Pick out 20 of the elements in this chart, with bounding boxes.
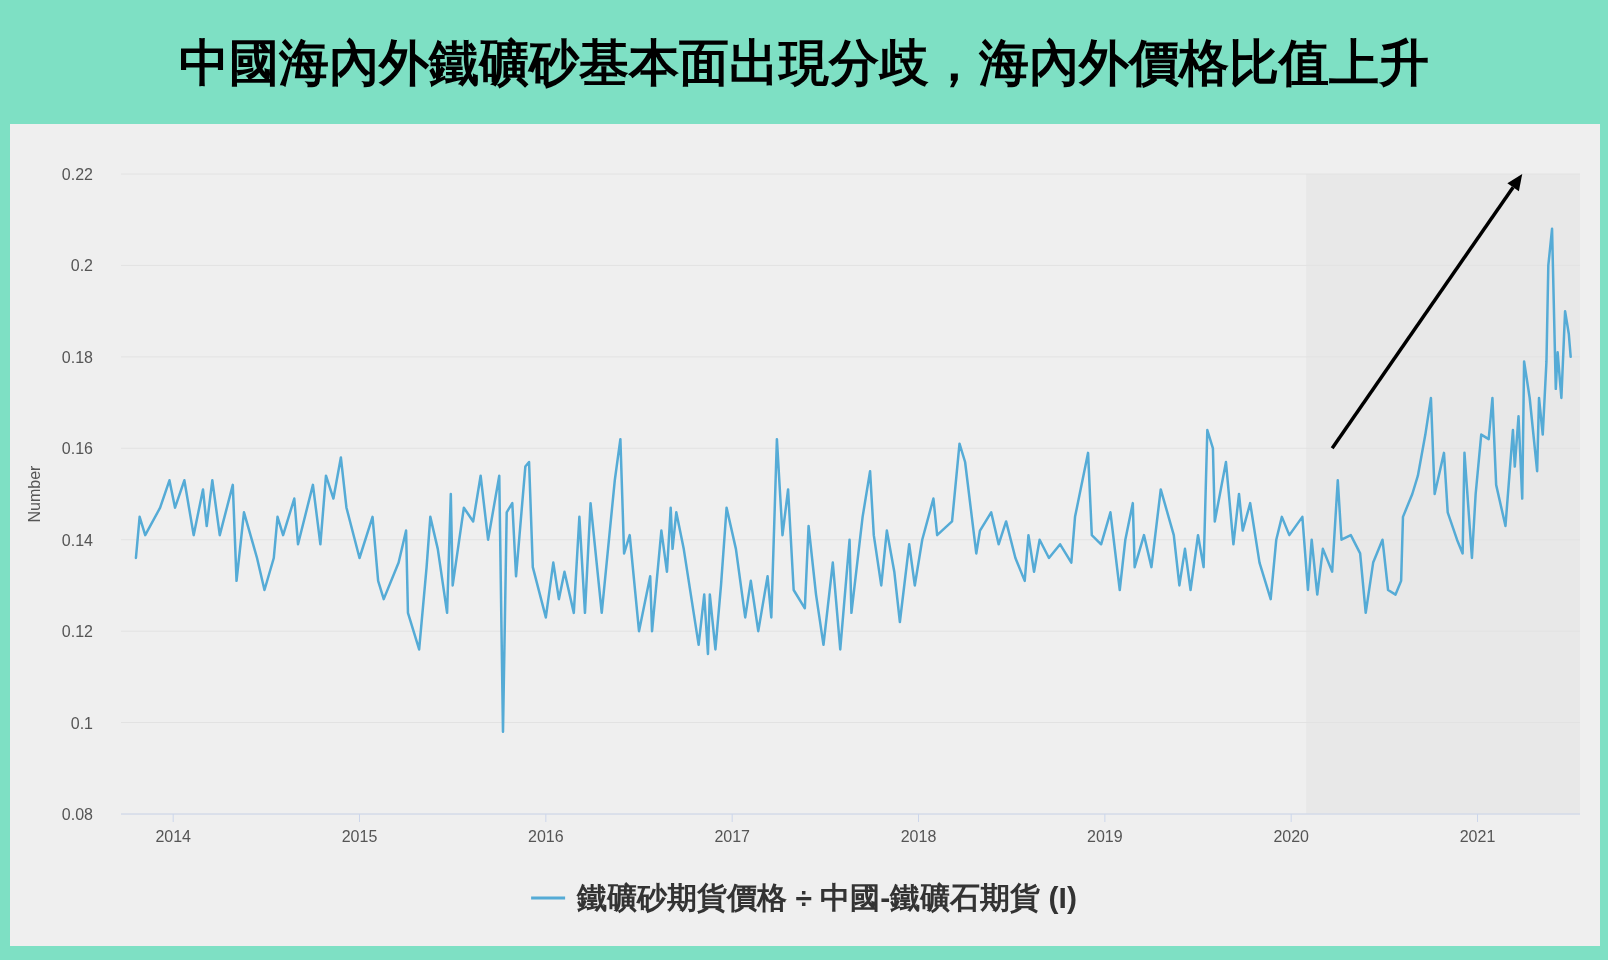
x-tick-label: 2018: [900, 828, 937, 845]
x-tick-label: 2020: [1273, 828, 1310, 845]
x-tick-label: 2019: [1087, 828, 1123, 845]
y-tick-label: 0.2: [70, 257, 94, 275]
y-tick-label: 0.14: [61, 531, 94, 549]
y-tick-label: 0.08: [61, 806, 94, 823]
x-tick-label: 2015: [341, 828, 378, 845]
chart-title: 中國海內外鐵礦砂基本面出現分歧，海內外價格比值上升: [179, 35, 1429, 91]
x-tick-label: 2016: [528, 828, 564, 845]
y-tick-label: 0.16: [61, 440, 94, 458]
x-tick-label: 2017: [714, 828, 751, 845]
line-series: [134, 227, 1572, 733]
y-axis-title: Number: [26, 464, 43, 523]
x-tick-label: 2014: [155, 828, 192, 845]
y-tick-label: 0.18: [61, 348, 94, 366]
y-tick-label: 0.22: [61, 166, 94, 183]
x-tick-label: 2021: [1459, 828, 1496, 845]
y-tick-label: 0.12: [61, 623, 94, 641]
y-tick-label: 0.1: [70, 714, 94, 732]
legend-label: 鐵礦砂期貨價格 ÷ 中國-鐵礦石期貨 (I): [576, 881, 1077, 914]
